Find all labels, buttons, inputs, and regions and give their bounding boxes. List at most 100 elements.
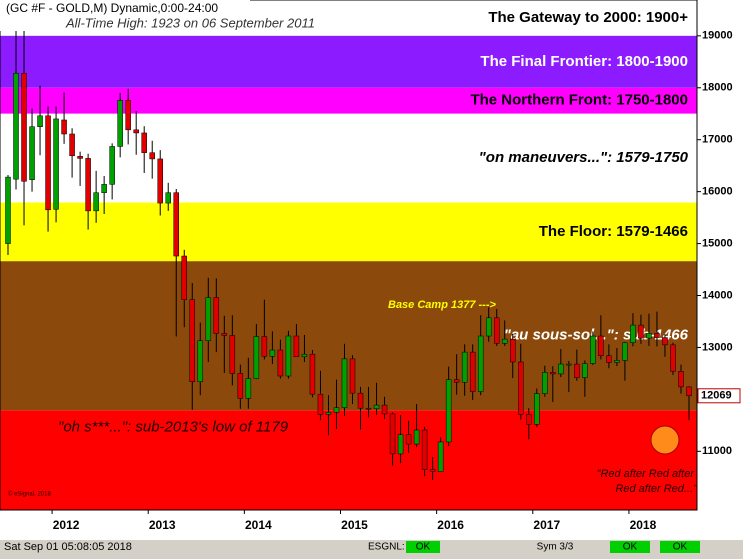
candle-body [213,297,220,334]
header-box [0,0,250,31]
candle-body [85,158,91,212]
status-ok [610,541,650,553]
candle-body [437,441,444,472]
candle-body [173,192,179,257]
candle-body [117,99,123,147]
candle-body [93,192,99,212]
candle-body [301,353,308,358]
chart-subtitle: All-Time High: 1923 on 06 September 2011 [65,15,315,30]
candle-body [165,192,171,204]
price-band [0,113,697,203]
candle-body [229,335,236,374]
candle-body [197,340,204,382]
y-tick-label: 16000 [702,186,733,198]
icon [650,425,680,455]
candle-body [37,115,43,127]
candle-body [53,118,59,210]
candle-body [69,133,75,157]
candle-body [526,414,532,425]
candle-body [389,413,396,455]
candle-body [77,156,83,159]
annotation: Red after Red..." [615,483,698,495]
candle-body [606,355,612,363]
candle-body [125,99,131,131]
candle-body [149,152,155,160]
price-band [0,410,697,510]
status-feed: ESGNL: [368,542,405,553]
chart-header: (GC #F - GOLD,M) Dynamic,0:00-24:00 [6,1,218,15]
candle-body [45,115,51,211]
candle-body [646,333,652,339]
x-tick-label: 2018 [630,518,657,532]
x-tick-label: 2017 [533,518,560,532]
candle-body [469,351,476,392]
copyright: © eSignal, 2018 [8,491,51,498]
candle-body [333,407,340,413]
band-label: "oh s***...": sub-2013's low of 1179 [58,418,289,435]
x-tick-label: 2012 [53,518,80,532]
candle-body [413,429,420,445]
candle-body [61,119,67,135]
candle-body [293,335,300,358]
candle-body [630,324,636,344]
candle-body [141,132,147,153]
y-tick-label: 15000 [702,237,733,249]
candle-body [509,338,516,363]
candle-body [614,360,620,363]
y-tick-label: 11000 [702,445,732,457]
candle-body [542,372,548,394]
status-bar [0,540,743,554]
band-label: "au sous-sol...": sub-1466 [504,327,689,344]
candle-body [670,344,676,372]
candle-body [269,349,276,357]
candle-body [245,378,252,399]
status-ok-text: OK [416,542,431,553]
candle-body [373,404,380,409]
candle-body [237,373,244,399]
last-price-label: 12069 [701,390,732,402]
candle-body [381,404,388,415]
candle-body [405,434,412,445]
band-label: The Final Frontier: 1800-1900 [480,53,688,70]
y-tick-label: 19000 [702,30,733,42]
candle-body [550,372,556,375]
candle-body [429,469,436,472]
x-tick-label: 2014 [245,518,272,532]
candle-body [622,342,628,361]
price-band [0,261,697,411]
band-label: "on maneuvers...": 1579-1750 [479,149,689,166]
candle-body [181,255,188,300]
candle-body [518,361,524,415]
candle-body [221,333,228,336]
candle-body [13,72,19,180]
price-band [0,87,697,114]
candle-body [21,72,27,182]
candle-body [205,297,212,341]
candle-body [421,429,428,470]
candle-body [598,335,604,357]
status-ok-text: OK [623,542,638,553]
status-ok-text: OK [673,542,688,553]
y-tick-label: 13000 [702,341,733,353]
candle-body [558,363,564,375]
candle-body [157,158,163,204]
status-ok [406,541,440,553]
candle-body [678,371,684,388]
candle-body [189,299,196,382]
band-label: The Northern Front: 1750-1800 [470,92,688,109]
y-tick-label: 14000 [702,289,733,301]
candle-body [253,336,260,379]
status-time: Sat Sep 01 05:08:05 2018 [4,541,132,553]
candle-body [534,393,540,425]
annotation: Base Camp 1377 ---> [388,299,496,311]
candle-body [638,324,644,339]
candle-body [101,184,107,193]
x-tick-label: 2015 [341,518,368,532]
status-ok [660,541,700,553]
candle-body [461,351,468,383]
candle-body [590,335,596,364]
candle-body [357,392,364,409]
candle-body [277,349,284,377]
candle-body [445,379,452,443]
